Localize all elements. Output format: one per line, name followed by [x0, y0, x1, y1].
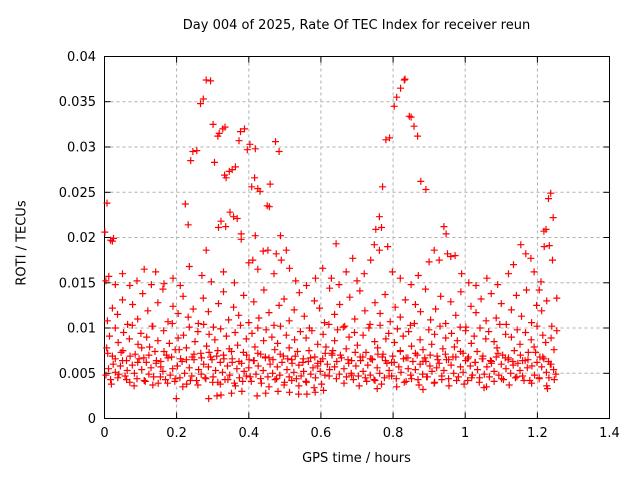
chart-title: Day 004 of 2025, Rate Of TEC Index for r… — [182, 18, 531, 33]
x-tick-label: 1 — [461, 426, 469, 441]
y-tick-label: 0.03 — [67, 141, 96, 156]
y-tick-label: 0 — [88, 412, 96, 427]
y-tick-label: 0.02 — [67, 231, 96, 246]
y-tick-label: 0.025 — [59, 186, 96, 201]
x-tick-label: 1.4 — [599, 426, 620, 441]
y-tick-label: 0.005 — [59, 367, 96, 382]
y-tick-label: 0.04 — [67, 50, 96, 65]
x-tick-label: 0.8 — [383, 426, 404, 441]
x-tick-label: 1.2 — [527, 426, 548, 441]
y-tick-label: 0.035 — [59, 95, 96, 110]
x-tick-label: 0.6 — [311, 426, 332, 441]
y-tick-label: 0.015 — [59, 276, 96, 291]
y-tick-label: 0.01 — [67, 322, 96, 337]
x-tick-label: 0.2 — [166, 426, 187, 441]
x-tick-label: 0.4 — [238, 426, 259, 441]
x-tick-label: 0 — [100, 426, 108, 441]
x-axis-label: GPS time / hours — [302, 451, 411, 466]
scatter-points — [101, 75, 561, 403]
